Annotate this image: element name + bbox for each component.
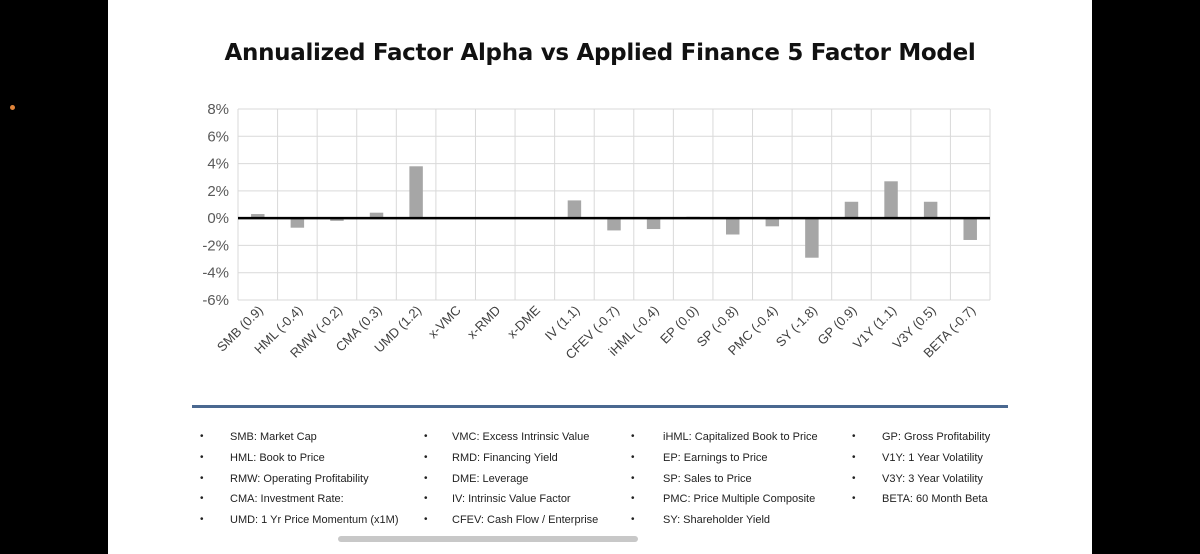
bar xyxy=(330,218,344,221)
y-tick-label: -6% xyxy=(202,292,229,309)
y-tick-label: 4% xyxy=(207,156,229,173)
bar xyxy=(884,181,898,219)
bar xyxy=(567,200,582,219)
bullet-icon: • xyxy=(424,493,428,505)
legend-text: SP: Sales to Price xyxy=(663,472,752,485)
legend-text: SMB: Market Cap xyxy=(230,431,317,443)
slide: Annualized Factor Alpha vs Applied Finan… xyxy=(108,0,1092,554)
bar xyxy=(646,218,661,230)
bar xyxy=(290,218,305,228)
legend-text: CFEV: Cash Flow / Enterprise xyxy=(452,514,599,527)
legend-text: RMD: Financing Yield xyxy=(452,451,558,464)
bullet-icon: • xyxy=(852,431,856,442)
y-tick-label: 8% xyxy=(207,101,229,118)
bar xyxy=(251,214,265,219)
legend-text: V1Y: 1 Year Volatility xyxy=(882,451,983,464)
bar xyxy=(607,218,621,231)
legend-text: CMA: Investment Rate: xyxy=(230,493,344,506)
x-tick-label: x-DME xyxy=(504,302,543,341)
bar xyxy=(726,218,740,235)
bullet-icon: • xyxy=(424,514,428,526)
legend-text: EP: Earnings to Price xyxy=(663,451,768,464)
y-tick-label: -2% xyxy=(202,237,229,254)
y-tick-label: -4% xyxy=(202,265,229,282)
bar xyxy=(409,166,423,219)
x-tick-label: SY (-1.8) xyxy=(773,303,820,350)
bullet-icon: • xyxy=(424,451,428,463)
bullet-icon: • xyxy=(200,431,204,442)
bar xyxy=(805,218,819,258)
bullet-icon: • xyxy=(631,451,635,463)
y-tick-label: 0% xyxy=(207,210,229,227)
legend-text: IV: Intrinsic Value Factor xyxy=(452,493,571,506)
bullet-icon: • xyxy=(852,451,856,463)
bullet-icon: • xyxy=(200,451,204,463)
chart-title: Annualized Factor Alpha vs Applied Finan… xyxy=(224,40,976,66)
legend-text: DME: Leverage xyxy=(452,472,529,485)
bullet-icon: • xyxy=(631,472,635,484)
legend-text: HML: Book to Price xyxy=(230,451,325,464)
legend-text: SY: Shareholder Yield xyxy=(663,514,771,527)
bullet-icon: • xyxy=(200,493,204,505)
legend-text: BETA: 60 Month Beta xyxy=(882,493,988,506)
orange-marker-dot xyxy=(10,105,15,110)
x-tick-label: x-RMD xyxy=(464,303,503,342)
bar xyxy=(923,201,938,219)
bullet-icon: • xyxy=(631,431,635,442)
legend-text: GP: Gross Profitability xyxy=(882,431,991,443)
x-tick-label: x-VMC xyxy=(425,303,464,342)
bar xyxy=(765,218,780,227)
bullet-icon: • xyxy=(631,514,635,526)
bullet-icon: • xyxy=(631,493,635,505)
bullet-icon: • xyxy=(424,472,428,484)
bullet-icon: • xyxy=(424,431,428,442)
legend-text: UMD: 1 Yr Price Momentum (x1M) xyxy=(230,514,399,527)
legend-text: V3Y: 3 Year Volatility xyxy=(882,472,983,485)
horizontal-scrollbar[interactable] xyxy=(338,536,638,542)
divider-line xyxy=(192,405,1008,408)
y-tick-label: 2% xyxy=(207,183,229,200)
bullet-icon: • xyxy=(200,514,204,526)
bar xyxy=(369,212,384,219)
bullet-icon: • xyxy=(852,472,856,484)
legend-text: VMC: Excess Intrinsic Value xyxy=(452,431,590,443)
bar xyxy=(963,218,977,240)
bar xyxy=(844,201,859,219)
y-tick-label: 6% xyxy=(207,128,229,145)
legend-text: RMW: Operating Profitability xyxy=(230,472,369,485)
bullet-icon: • xyxy=(200,472,204,484)
bullet-icon: • xyxy=(852,493,856,505)
legend-text: PMC: Price Multiple Composite xyxy=(663,493,816,506)
legend-text: iHML: Capitalized Book to Price xyxy=(663,431,818,443)
bar-chart: 8%6%4%2%0%-2%-4%-6%SMB (0.9)HML (-0.4)RM… xyxy=(202,101,991,362)
